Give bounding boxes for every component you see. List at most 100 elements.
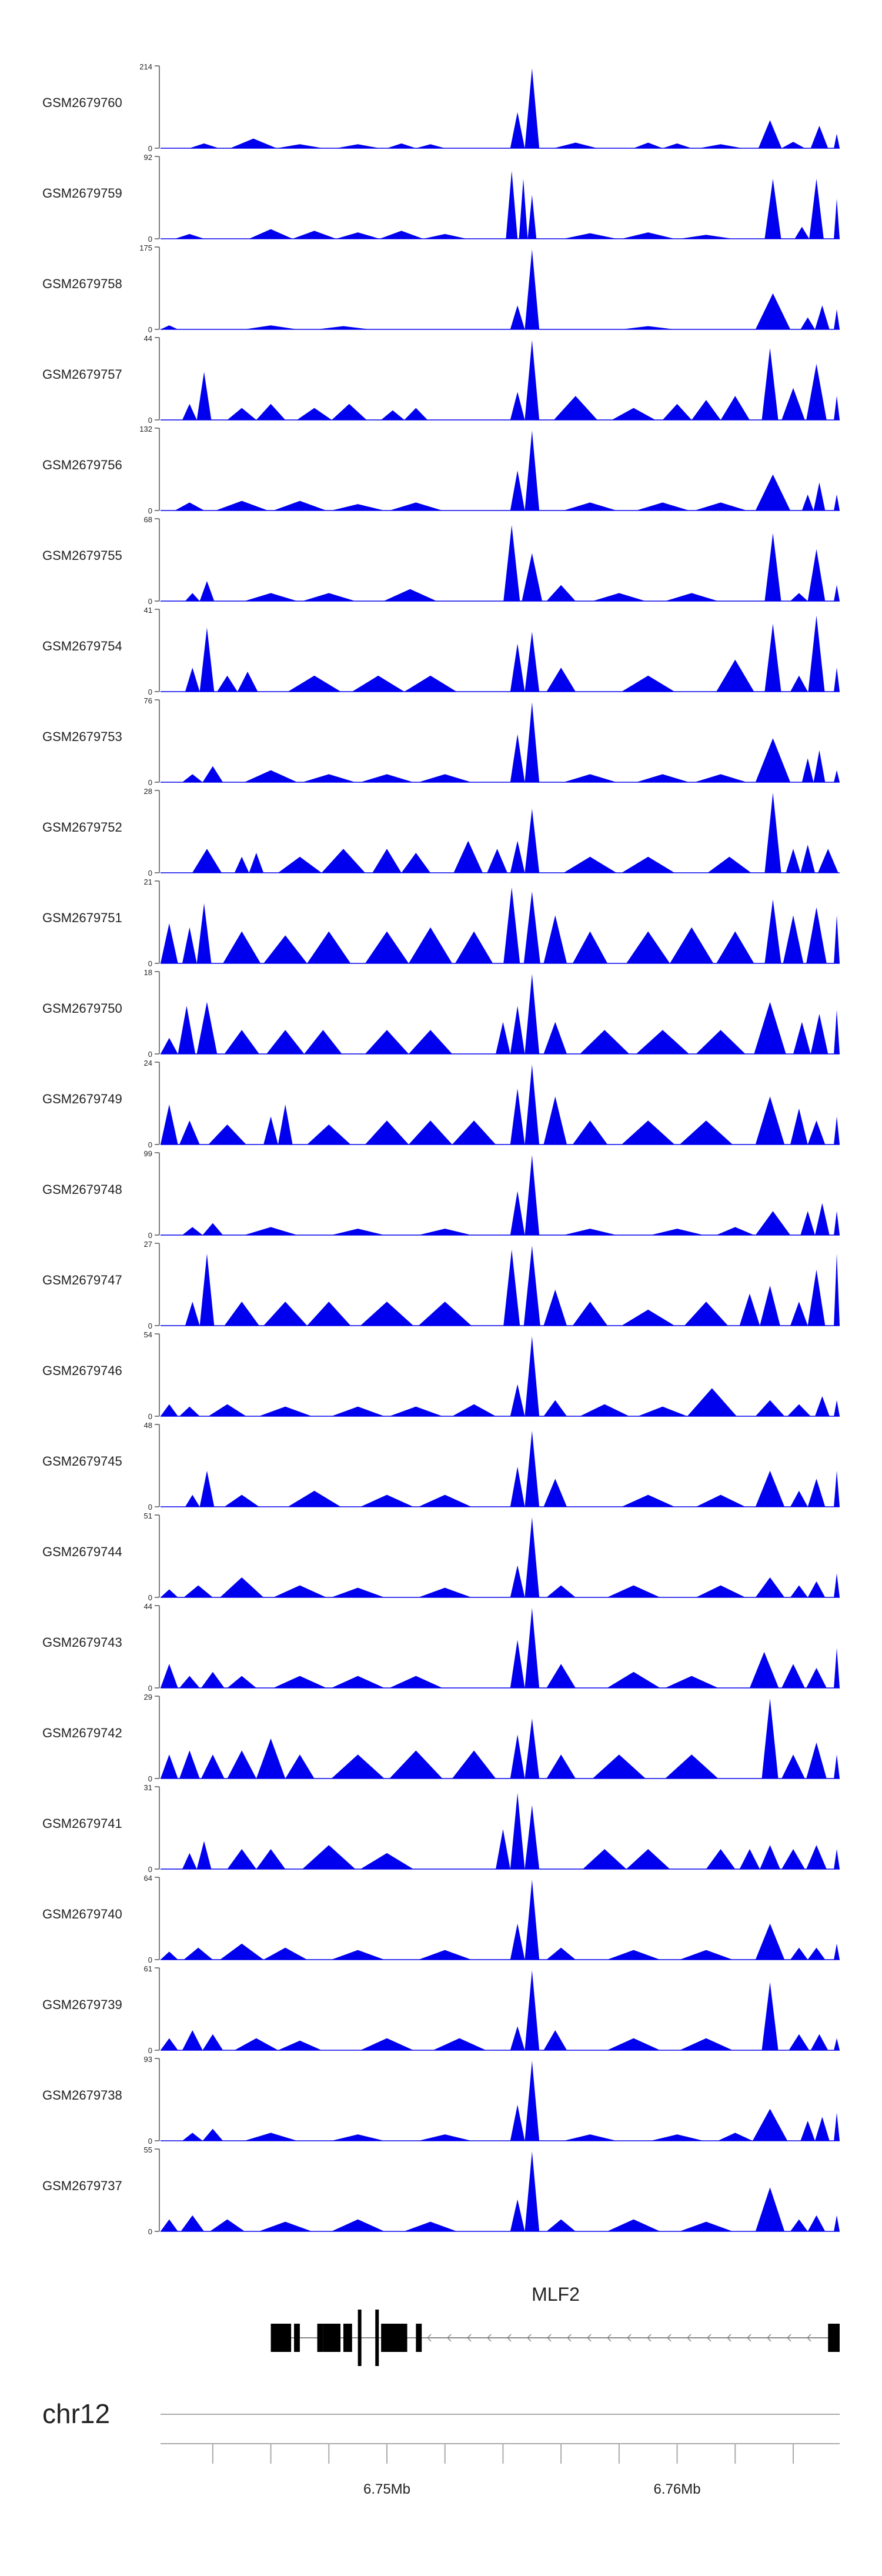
- coverage-peak: [807, 549, 826, 601]
- coverage-peak: [524, 1517, 540, 1597]
- coverage-peak: [752, 2108, 788, 2141]
- coverage-peak: [543, 1479, 567, 1507]
- coverage-peak: [524, 340, 540, 420]
- coverage-peak: [755, 474, 791, 510]
- coverage-peak: [662, 403, 692, 420]
- coverage-peak: [546, 1585, 576, 1597]
- coverage-peak: [224, 1302, 259, 1326]
- track-GSM2679742: GSM2679742 29 0: [42, 1693, 840, 1783]
- track-ymin-label: 0: [148, 1050, 152, 1059]
- track-ymax-label: 175: [139, 243, 152, 252]
- track-ymin-label: 0: [148, 235, 152, 243]
- coverage-peak: [331, 1676, 385, 1688]
- coverage-peak: [834, 2215, 840, 2231]
- coverage-peak: [161, 325, 178, 329]
- coverage-peak: [696, 1494, 746, 1507]
- coverage-peak: [524, 632, 540, 692]
- coverage-peak: [387, 143, 416, 148]
- coverage-peak: [292, 231, 336, 239]
- coverage-peak: [302, 774, 356, 782]
- coverage-peak: [563, 2134, 617, 2141]
- coverage-peak: [563, 233, 617, 239]
- coverage-peak: [789, 2034, 810, 2050]
- coverage-peak: [418, 2134, 472, 2141]
- coverage-peak: [834, 134, 840, 148]
- strand-arrow: [547, 2334, 552, 2342]
- coverage-peak: [510, 1467, 525, 1507]
- track-label: GSM2679753: [42, 729, 122, 744]
- coverage-peak: [316, 326, 370, 329]
- coverage-peak: [696, 1585, 746, 1597]
- coverage-peak: [834, 494, 840, 510]
- coverage-peak: [739, 1293, 760, 1326]
- gene-exon: [294, 2324, 300, 2352]
- coverage-peak: [360, 2038, 413, 2050]
- coverage-peak: [607, 2219, 660, 2231]
- track-ymin-label: 0: [148, 688, 152, 696]
- coverage-peak: [670, 927, 714, 963]
- coverage-peak: [636, 502, 689, 510]
- coverage-peak: [182, 774, 203, 782]
- coverage-peak: [815, 2117, 830, 2141]
- coverage-peak: [196, 1002, 218, 1054]
- strand-arrow: [587, 2334, 592, 2342]
- coverage-peak: [192, 849, 222, 873]
- coverage-peak: [263, 935, 308, 963]
- coverage-peak: [304, 1030, 342, 1054]
- coverage-peak: [834, 1253, 840, 1326]
- coverage-peak: [189, 143, 219, 148]
- coverage-peak: [331, 504, 385, 510]
- coverage-peak: [794, 226, 810, 239]
- coverage-peak: [503, 1249, 520, 1326]
- coverage-peak: [622, 1120, 675, 1144]
- coverage-peak: [787, 1404, 811, 1416]
- track-label: GSM2679754: [42, 639, 122, 653]
- track-label: GSM2679749: [42, 1092, 122, 1106]
- track-GSM2679753: GSM2679753 76 0: [42, 696, 840, 787]
- coverage-peak: [607, 2038, 660, 2050]
- coverage-peak: [524, 249, 540, 329]
- coverage-peak: [662, 143, 692, 148]
- coverage-peak: [790, 1490, 808, 1507]
- track-GSM2679745: GSM2679745 48 0: [42, 1421, 840, 1511]
- gene-track: MLF2: [270, 2284, 840, 2366]
- track-label: GSM2679756: [42, 458, 122, 472]
- coverage-peak: [185, 1302, 200, 1326]
- coverage-peak: [352, 675, 405, 692]
- coverage-peak: [510, 305, 525, 329]
- coverage-peak: [182, 2030, 203, 2050]
- coverage-peak: [175, 502, 205, 510]
- coverage-peak: [182, 2133, 203, 2141]
- coverage-peak: [834, 915, 840, 963]
- coverage-peak: [416, 144, 445, 148]
- coverage-peak: [786, 849, 801, 873]
- coverage-peak: [563, 774, 617, 782]
- coverage-peak: [249, 229, 293, 239]
- coverage-peak: [834, 585, 840, 601]
- coverage-peak: [546, 585, 576, 601]
- coverage-peak: [217, 675, 238, 692]
- coverage-peak: [764, 899, 781, 963]
- coverage-peak: [455, 931, 493, 963]
- coverage-peak: [266, 1030, 305, 1054]
- coverage-peak: [524, 2061, 540, 2141]
- coverage-peak: [834, 309, 840, 329]
- coverage-peak: [179, 1750, 200, 1778]
- coverage-peak: [185, 593, 200, 601]
- coverage-peak: [810, 1014, 828, 1054]
- track-GSM2679750: GSM2679750 18 0: [42, 968, 840, 1059]
- coverage-peak: [263, 1116, 278, 1144]
- coverage-peak: [790, 1302, 808, 1326]
- coverage-peak: [389, 1676, 443, 1688]
- coverage-peak: [244, 593, 298, 601]
- coverage-peak: [161, 1404, 178, 1416]
- coverage-peak: [510, 1923, 525, 1960]
- coverage-peak: [781, 388, 805, 420]
- coverage-peak: [694, 774, 747, 782]
- track-ymin-label: 0: [148, 1593, 152, 1602]
- track-GSM2679741: GSM2679741 31 0: [42, 1783, 840, 1874]
- coverage-peak: [720, 396, 750, 420]
- coverage-peak: [764, 793, 781, 873]
- coverage-tracks: GSM2679760 214 0 GSM2679759 92 0 GSM2679758 175…: [42, 62, 840, 2236]
- coverage-peak: [503, 525, 520, 601]
